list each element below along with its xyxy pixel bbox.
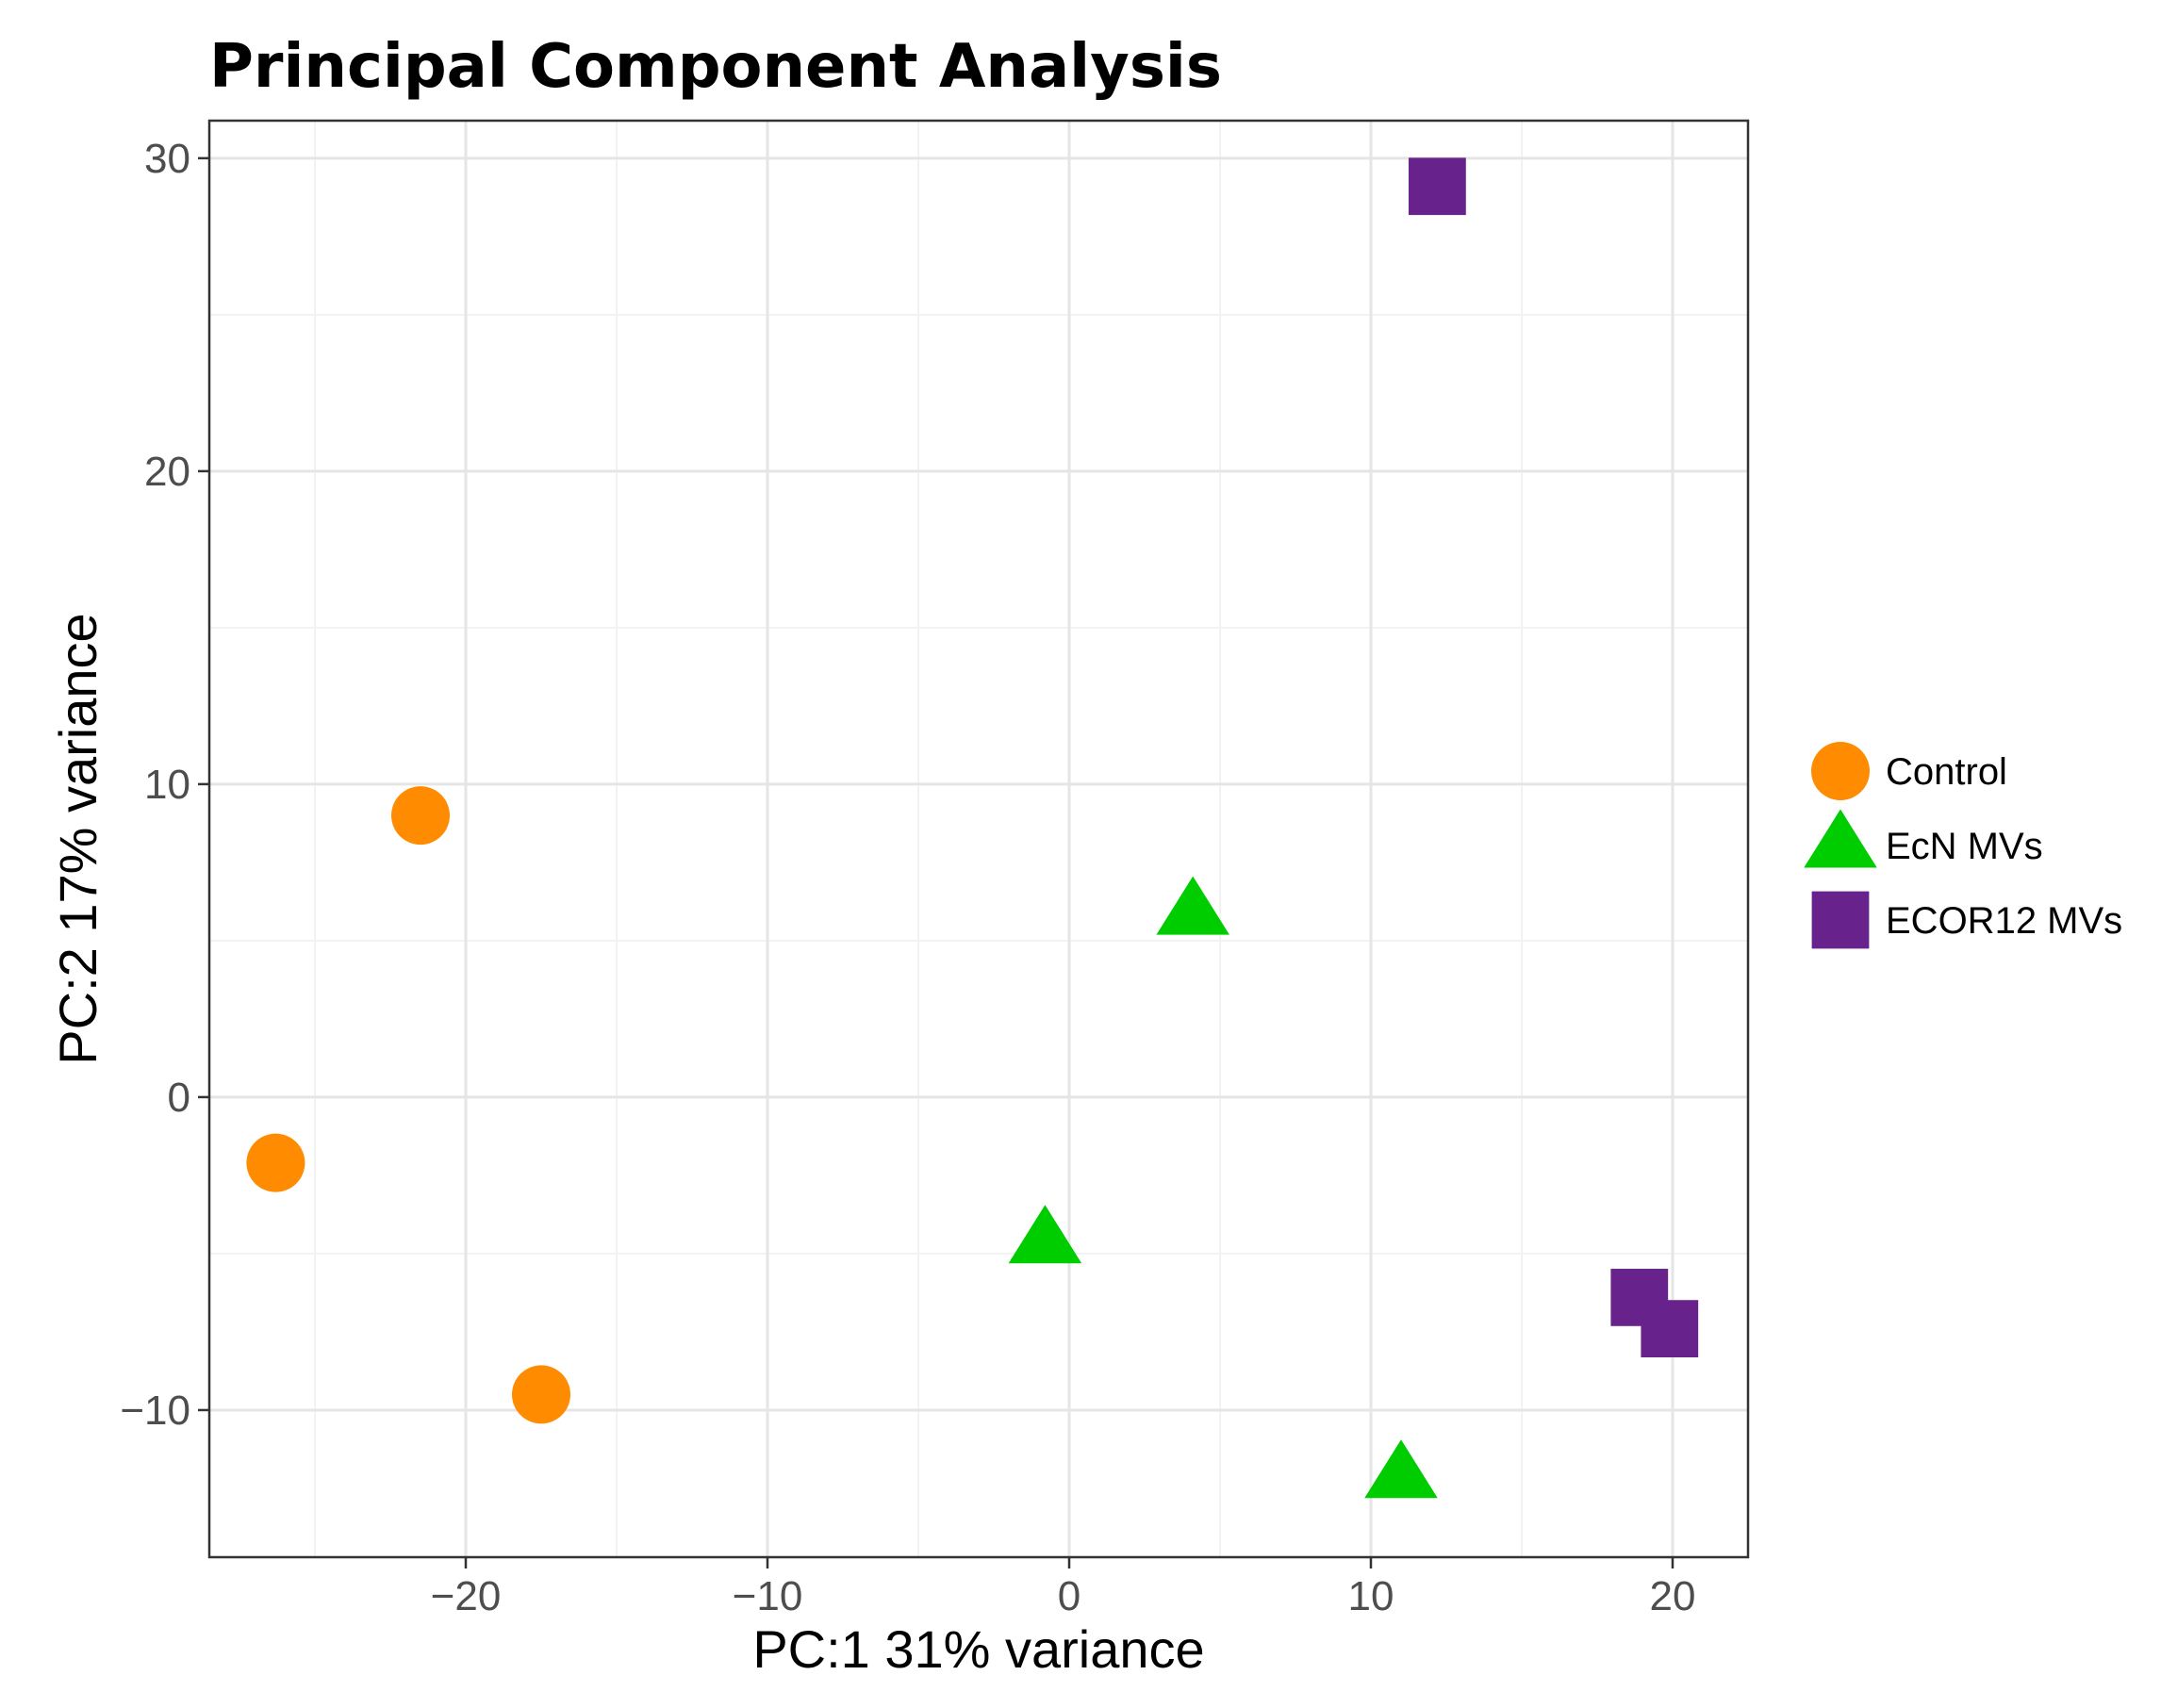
y-tick-label: 0 bbox=[168, 1075, 190, 1121]
x-tick-label: 0 bbox=[1058, 1573, 1080, 1619]
y-axis-label: PC:2 17% variance bbox=[48, 613, 107, 1064]
x-tick-label: 20 bbox=[1650, 1573, 1696, 1619]
plot-border bbox=[207, 119, 1750, 1559]
legend-label-ecor12-mvs: ECOR12 MVs bbox=[1886, 900, 2122, 942]
axis-ticks: −20 −10 0 10 20 −10 0 10 20 30 bbox=[120, 136, 1695, 1619]
legend-label-control: Control bbox=[1886, 751, 2007, 793]
x-tick-label: 10 bbox=[1348, 1573, 1394, 1619]
legend: Control EcN MVs ECOR12 MVs bbox=[1804, 742, 2122, 949]
ecor12-mvs-point bbox=[1409, 157, 1466, 216]
y-tick-label: 10 bbox=[144, 762, 190, 808]
ecn-mvs-point bbox=[1008, 1205, 1082, 1264]
y-tick-label: 20 bbox=[144, 449, 190, 495]
y-tick-label: −10 bbox=[120, 1388, 190, 1434]
legend-key-ecn-mvs bbox=[1804, 809, 1877, 868]
plot-panel bbox=[209, 121, 1748, 1557]
legend-key-ecor12-mvs bbox=[1811, 891, 1870, 949]
legend-key-control bbox=[1811, 742, 1870, 800]
control-point bbox=[391, 786, 450, 846]
legend-label-ecn-mvs: EcN MVs bbox=[1886, 826, 2043, 867]
ecn-mvs-point bbox=[1156, 876, 1229, 935]
control-point bbox=[512, 1365, 570, 1424]
y-tick-label: 30 bbox=[144, 136, 190, 182]
data-points bbox=[246, 157, 1699, 1499]
control-point bbox=[246, 1133, 305, 1192]
x-tick-label: −10 bbox=[733, 1573, 803, 1619]
ecn-mvs-point bbox=[1364, 1439, 1438, 1499]
chart-title: Principal Component Analysis bbox=[209, 32, 1222, 102]
x-axis-label: PC:1 31% variance bbox=[752, 1619, 1204, 1679]
x-tick-label: −20 bbox=[431, 1573, 502, 1619]
ecor12-mvs-point bbox=[1641, 1300, 1699, 1358]
